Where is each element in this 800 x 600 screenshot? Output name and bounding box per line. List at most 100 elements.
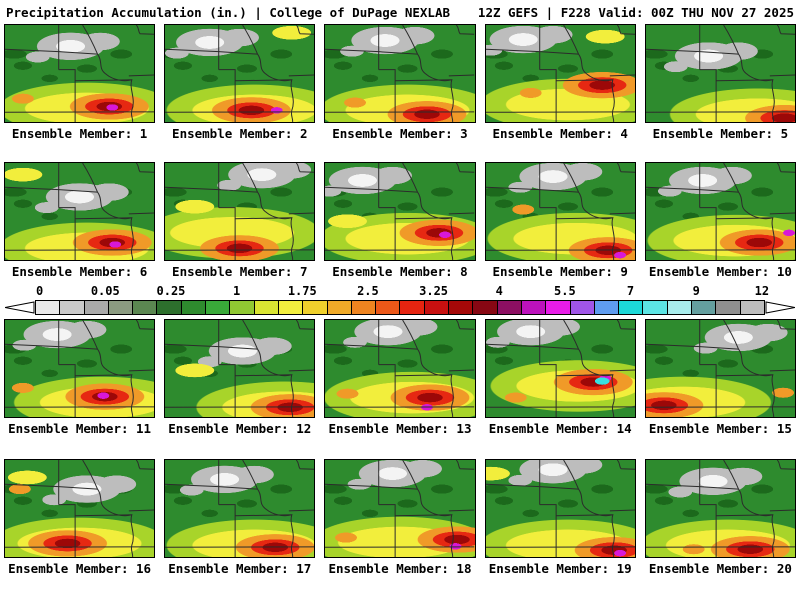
state-borders [5, 460, 154, 557]
state-borders [646, 25, 795, 122]
colorbar-segment [351, 301, 377, 314]
precip-shading [485, 460, 635, 557]
precip-map[interactable] [164, 319, 316, 418]
colorbar-cells [35, 300, 765, 315]
ensemble-map-tile: Ensemble Member: 15 [644, 319, 796, 436]
ensemble-row-4: Ensemble Member: 16 Ensemble Member: 17 [0, 459, 800, 576]
ensemble-member-label: Ensemble Member: 5 [652, 126, 789, 141]
colorbar-segment [692, 301, 717, 314]
precip-map[interactable] [484, 319, 636, 418]
ensemble-member-label: Ensemble Member: 15 [648, 421, 792, 436]
state-borders [486, 163, 635, 260]
precip-map[interactable] [164, 459, 316, 558]
colorbar-arrow-right-icon [765, 301, 795, 314]
colorbar-tick-label: 9 [692, 284, 700, 298]
precip-colorbar: 0 0.05 0.25 1 1.75 2.5 3.25 4 5.5 7 9 12 [4, 284, 796, 316]
colorbar-segment [108, 301, 134, 314]
colorbar-segment [497, 301, 522, 314]
state-borders [5, 25, 154, 122]
precip-map[interactable] [324, 162, 476, 261]
precip-shading [5, 320, 155, 417]
precip-shading [165, 25, 315, 122]
state-borders [646, 163, 795, 260]
colorbar-segment [303, 301, 328, 314]
colorbar-segment [157, 301, 182, 314]
ensemble-row-1: Ensemble Member: 1 Ensemble Member: 2 [0, 24, 800, 141]
state-borders [165, 163, 314, 260]
ensemble-map-tile: Ensemble Member: 8 [324, 162, 476, 279]
precip-map[interactable] [644, 162, 796, 261]
ensemble-map-tile: Ensemble Member: 13 [324, 319, 476, 436]
colorbar-bar [5, 300, 795, 315]
precip-map[interactable] [324, 459, 476, 558]
ensemble-member-label: Ensemble Member: 7 [172, 264, 308, 279]
ensemble-map-tile: Ensemble Member: 3 [324, 24, 476, 141]
ensemble-map-tile: Ensemble Member: 11 [4, 319, 156, 436]
precip-map[interactable] [484, 459, 636, 558]
precip-map[interactable] [4, 459, 156, 558]
precip-map[interactable] [644, 459, 796, 558]
colorbar-tick-label: 1 [232, 284, 241, 298]
colorbar-segment [254, 301, 279, 314]
colorbar-segment [206, 301, 231, 314]
ensemble-member-label: Ensemble Member: 3 [332, 126, 468, 141]
precip-map[interactable] [324, 319, 476, 418]
precip-map[interactable] [4, 162, 156, 261]
colorbar-segment [424, 301, 450, 314]
state-borders [646, 460, 795, 557]
state-borders [165, 460, 314, 557]
ensemble-map-tile: Ensemble Member: 4 [484, 24, 636, 141]
ensemble-member-label: Ensemble Member: 20 [648, 561, 792, 576]
page-title: Precipitation Accumulation (in.) | Colle… [6, 5, 451, 20]
precip-map[interactable] [484, 24, 636, 123]
precip-map[interactable] [164, 24, 316, 123]
ensemble-member-label: Ensemble Member: 16 [8, 561, 152, 576]
precip-map[interactable] [644, 319, 796, 418]
precip-map[interactable] [4, 24, 156, 123]
state-borders [325, 163, 474, 260]
colorbar-segment [667, 301, 693, 314]
colorbar-segment [594, 301, 620, 314]
state-borders [486, 460, 635, 557]
precip-map[interactable] [324, 24, 476, 123]
colorbar-tick-label: 2.5 [357, 284, 379, 298]
colorbar-segment [84, 301, 109, 314]
ensemble-member-label: Ensemble Member: 4 [492, 126, 628, 141]
ensemble-map-tile: Ensemble Member: 12 [164, 319, 316, 436]
colorbar-tick-label: 4 [495, 284, 503, 298]
ensemble-map-tile: Ensemble Member: 14 [484, 319, 636, 436]
state-borders [5, 320, 154, 417]
precip-shading [5, 25, 155, 122]
state-borders [165, 320, 314, 417]
precip-shading [325, 163, 475, 260]
colorbar-tick-label: 0.05 [90, 284, 120, 298]
state-borders [325, 25, 474, 122]
ensemble-member-label: Ensemble Member: 17 [168, 561, 312, 576]
state-borders [325, 460, 474, 557]
precip-shading [645, 320, 795, 417]
precip-shading [5, 163, 155, 260]
colorbar-segment [521, 301, 547, 314]
colorbar-segment [400, 301, 425, 314]
state-borders [646, 320, 795, 417]
colorbar-tick-label: 7 [626, 284, 635, 298]
ensemble-map-tile: Ensemble Member: 16 [4, 459, 156, 576]
state-borders [325, 320, 474, 417]
precip-map[interactable] [484, 162, 636, 261]
precip-shading [165, 460, 315, 557]
precip-map[interactable] [4, 319, 156, 418]
precip-shading [485, 25, 635, 122]
precip-map[interactable] [164, 162, 316, 261]
colorbar-segment [449, 301, 474, 314]
colorbar-arrow-left-icon [5, 301, 35, 314]
precip-map[interactable] [644, 24, 796, 123]
ensemble-member-label: Ensemble Member: 11 [8, 421, 152, 436]
precip-shading [485, 320, 635, 417]
colorbar-tick-label: 0 [36, 284, 44, 298]
colorbar-tick-label: 1.75 [287, 284, 317, 298]
colorbar-segment [716, 301, 741, 314]
ensemble-map-tile: Ensemble Member: 7 [164, 162, 316, 279]
ensemble-map-tile: Ensemble Member: 17 [164, 459, 316, 576]
colorbar-tick-label: 0.25 [156, 284, 186, 298]
